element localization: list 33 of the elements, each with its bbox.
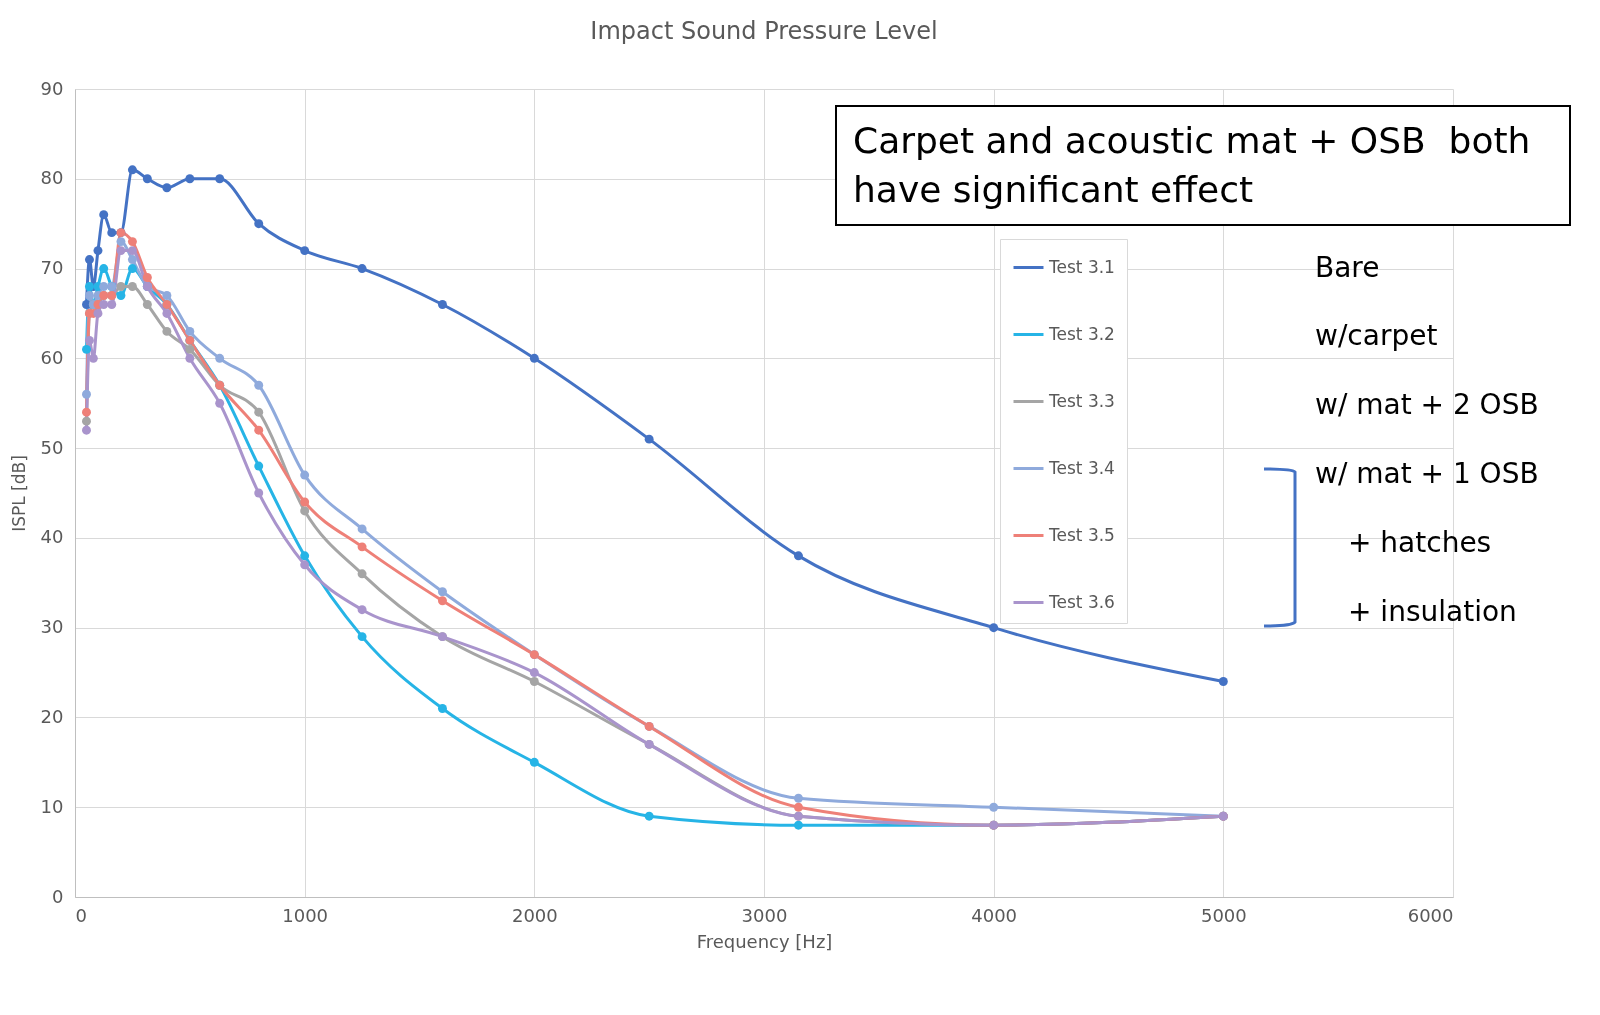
x-tick-label: 1000: [282, 904, 329, 926]
x-tick-label: 5000: [1200, 904, 1247, 926]
y-tick-label: 60: [40, 346, 64, 368]
x-tick-label: 2000: [511, 904, 558, 926]
y-tick-label: 50: [40, 436, 64, 458]
annotation: + insulation: [1348, 594, 1517, 630]
y-tick-label: 80: [40, 167, 64, 189]
y-tick-label: 10: [40, 795, 64, 817]
annotation: w/ mat + 2 OSB: [1315, 387, 1539, 423]
legend-label: Test 3.4: [1048, 457, 1115, 478]
annotation: Bare: [1315, 250, 1380, 286]
y-tick-label: 0: [52, 885, 64, 907]
x-tick-label: 4000: [971, 904, 1018, 926]
y-tick-label: 90: [40, 77, 64, 99]
legend-label: Test 3.5: [1048, 524, 1115, 545]
y-tick-label: 40: [40, 526, 64, 548]
x-tick-label: 3000: [741, 904, 788, 926]
annotation: w/ mat + 1 OSB: [1315, 456, 1539, 492]
annotation: w/carpet: [1315, 318, 1438, 354]
legend-label: Test 3.1: [1048, 256, 1115, 277]
y-tick-label: 30: [40, 616, 64, 638]
x-axis-title: Frequency [Hz]: [696, 930, 833, 952]
y-axis-title: ISPL [dB]: [8, 455, 29, 532]
y-tick-label: 20: [40, 705, 64, 727]
x-tick-label: 0: [75, 904, 87, 926]
legend-label: Test 3.6: [1048, 591, 1115, 612]
legend-label: Test 3.3: [1048, 390, 1115, 411]
chart-title: Impact Sound Pressure Level: [590, 17, 938, 45]
y-tick-label: 70: [40, 257, 64, 279]
x-tick-label: 6000: [1407, 904, 1454, 926]
annotation: + hatches: [1348, 525, 1492, 561]
legend-label: Test 3.2: [1048, 323, 1115, 344]
annotation: Carpet and acoustic mat + OSB both have significant effect: [835, 105, 1571, 227]
